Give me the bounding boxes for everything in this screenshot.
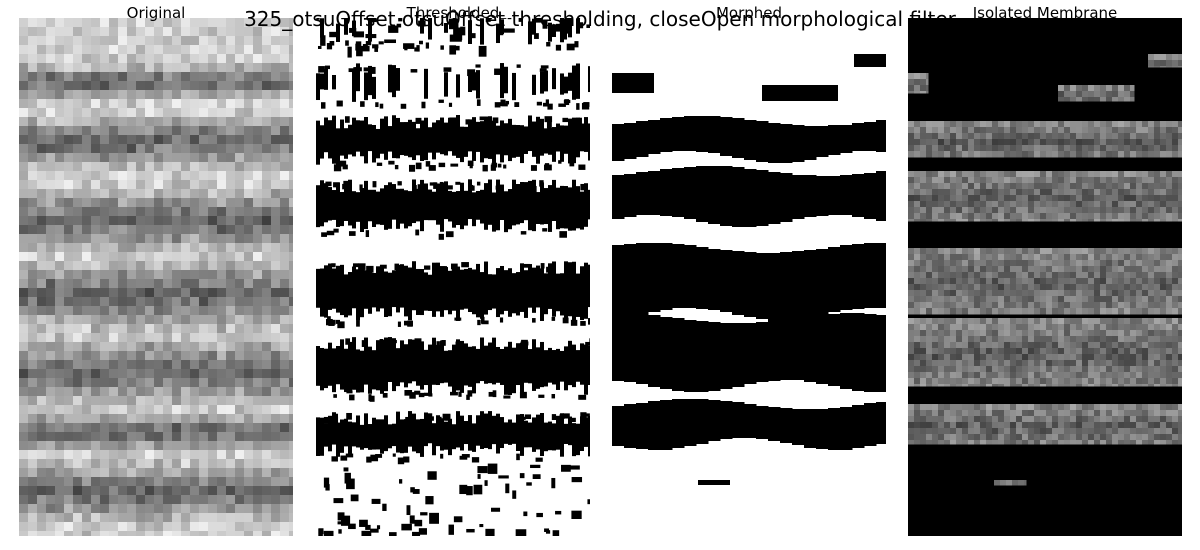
thresholded-mask [316, 18, 590, 536]
panel-thresholded: Thresholded [316, 4, 590, 536]
panel-isolated-membrane: Isolated Membrane [908, 4, 1182, 536]
panel-title-original: Original [126, 4, 186, 22]
figure-suptitle: 325_otsuOffset otsuOffset thresholding, … [244, 7, 956, 31]
original-texture [19, 18, 293, 536]
morphed-mask [612, 54, 886, 485]
isolated-membrane-bands [908, 54, 1182, 486]
panel-title-morphed: Morphed [715, 4, 783, 22]
panel-title-thresholded: Thresholded [406, 4, 500, 22]
thresholded-image [316, 18, 590, 536]
panel-title-isolated-membrane: Isolated Membrane [972, 4, 1118, 22]
original-image [19, 18, 293, 536]
panel-morphed: Morphed [612, 4, 886, 536]
panel-original: Original [19, 4, 293, 536]
isolated-membrane-image [908, 18, 1182, 536]
morphed-image [612, 18, 886, 536]
